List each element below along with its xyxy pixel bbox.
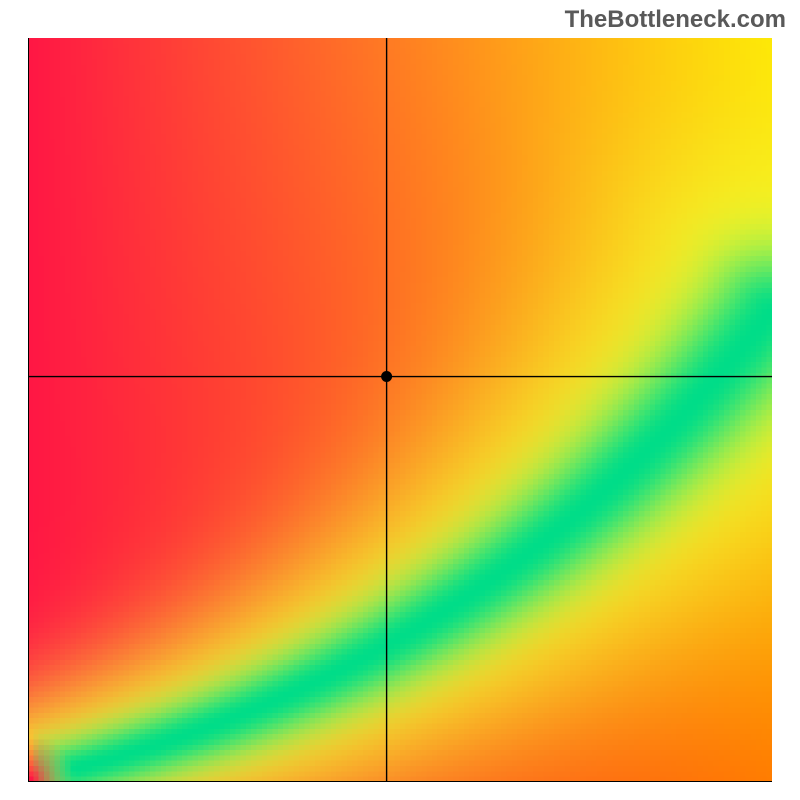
- chart-container: TheBottleneck.com: [0, 0, 800, 800]
- watermark-text: TheBottleneck.com: [565, 6, 786, 34]
- heatmap-canvas: [28, 38, 772, 782]
